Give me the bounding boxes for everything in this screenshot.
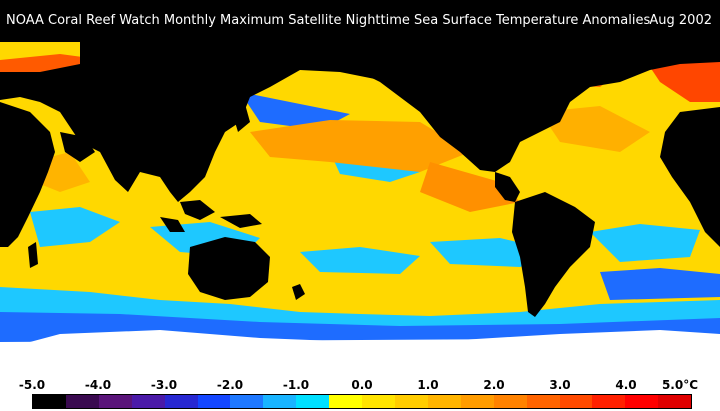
legend-swatch <box>460 395 494 408</box>
land-australia <box>188 237 270 300</box>
legend-swatch <box>263 395 297 408</box>
cool-anomaly-patches <box>0 92 720 342</box>
legend-tick-label: -4.0 <box>84 378 112 392</box>
legend-swatch <box>329 395 363 408</box>
land-india <box>110 147 135 187</box>
land-madagascar <box>28 242 38 268</box>
legend-tick-label: 2.0 <box>483 378 505 392</box>
land-africa-west <box>660 107 720 247</box>
legend-tick-label: 4.0 <box>615 378 637 392</box>
legend-swatch <box>131 395 165 408</box>
legend-swatch <box>296 395 330 408</box>
legend-tick-label: -3.0 <box>150 378 178 392</box>
legend-swatch <box>362 395 395 408</box>
land-central-america <box>495 172 520 202</box>
land-arabia <box>60 132 95 162</box>
legend-tick-label: -1.0 <box>282 378 310 392</box>
land-new-guinea <box>220 214 262 228</box>
legend-swatch <box>658 395 692 408</box>
land-south-america <box>512 192 595 317</box>
legend-swatch <box>230 395 264 408</box>
legend-tick-label: 0.0 <box>351 378 373 392</box>
legend-color-bar <box>32 394 692 409</box>
world-map-svg <box>0 42 720 372</box>
sea-ice-edge <box>0 330 720 350</box>
land-greenland <box>590 42 650 62</box>
land-japan <box>232 104 250 132</box>
legend-tick-label: -2.0 <box>216 378 244 392</box>
legend-swatch <box>625 395 659 408</box>
title-text: NOAA Coral Reef Watch Monthly Maximum Sa… <box>6 13 651 28</box>
legend-tick-label: 1.0 <box>417 378 439 392</box>
land-new-zealand <box>292 284 305 300</box>
title-date: Aug 2002 <box>649 13 712 28</box>
legend-swatch <box>394 395 428 408</box>
legend-swatch <box>98 395 132 408</box>
legend-tick-label: 5.0°C <box>661 378 699 392</box>
legend-swatch <box>164 395 198 408</box>
legend-swatch <box>197 395 231 408</box>
land-eurasia <box>0 42 560 202</box>
legend-tick-label: -5.0 <box>18 378 46 392</box>
sst-anomaly-map <box>0 42 720 372</box>
legend-swatch <box>33 395 66 408</box>
legend-swatch <box>526 395 560 408</box>
legend-tick-label: 3.0 <box>549 378 571 392</box>
land-masses <box>0 42 720 317</box>
map-title: NOAA Coral Reef Watch Monthly Maximum Sa… <box>0 0 720 42</box>
land-borneo <box>180 200 215 220</box>
legend-swatch <box>592 395 626 408</box>
land-north-america <box>330 42 720 172</box>
land-africa-east <box>0 102 55 247</box>
color-legend: -5.0 -4.0 -3.0 -2.0 -1.0 0.0 1.0 2.0 3.0 4.0 5.0°C <box>0 372 720 411</box>
legend-swatch <box>559 395 593 408</box>
legend-swatch <box>427 395 461 408</box>
legend-swatch <box>65 395 99 408</box>
legend-swatch <box>493 395 527 408</box>
land-sumatra <box>160 217 185 232</box>
